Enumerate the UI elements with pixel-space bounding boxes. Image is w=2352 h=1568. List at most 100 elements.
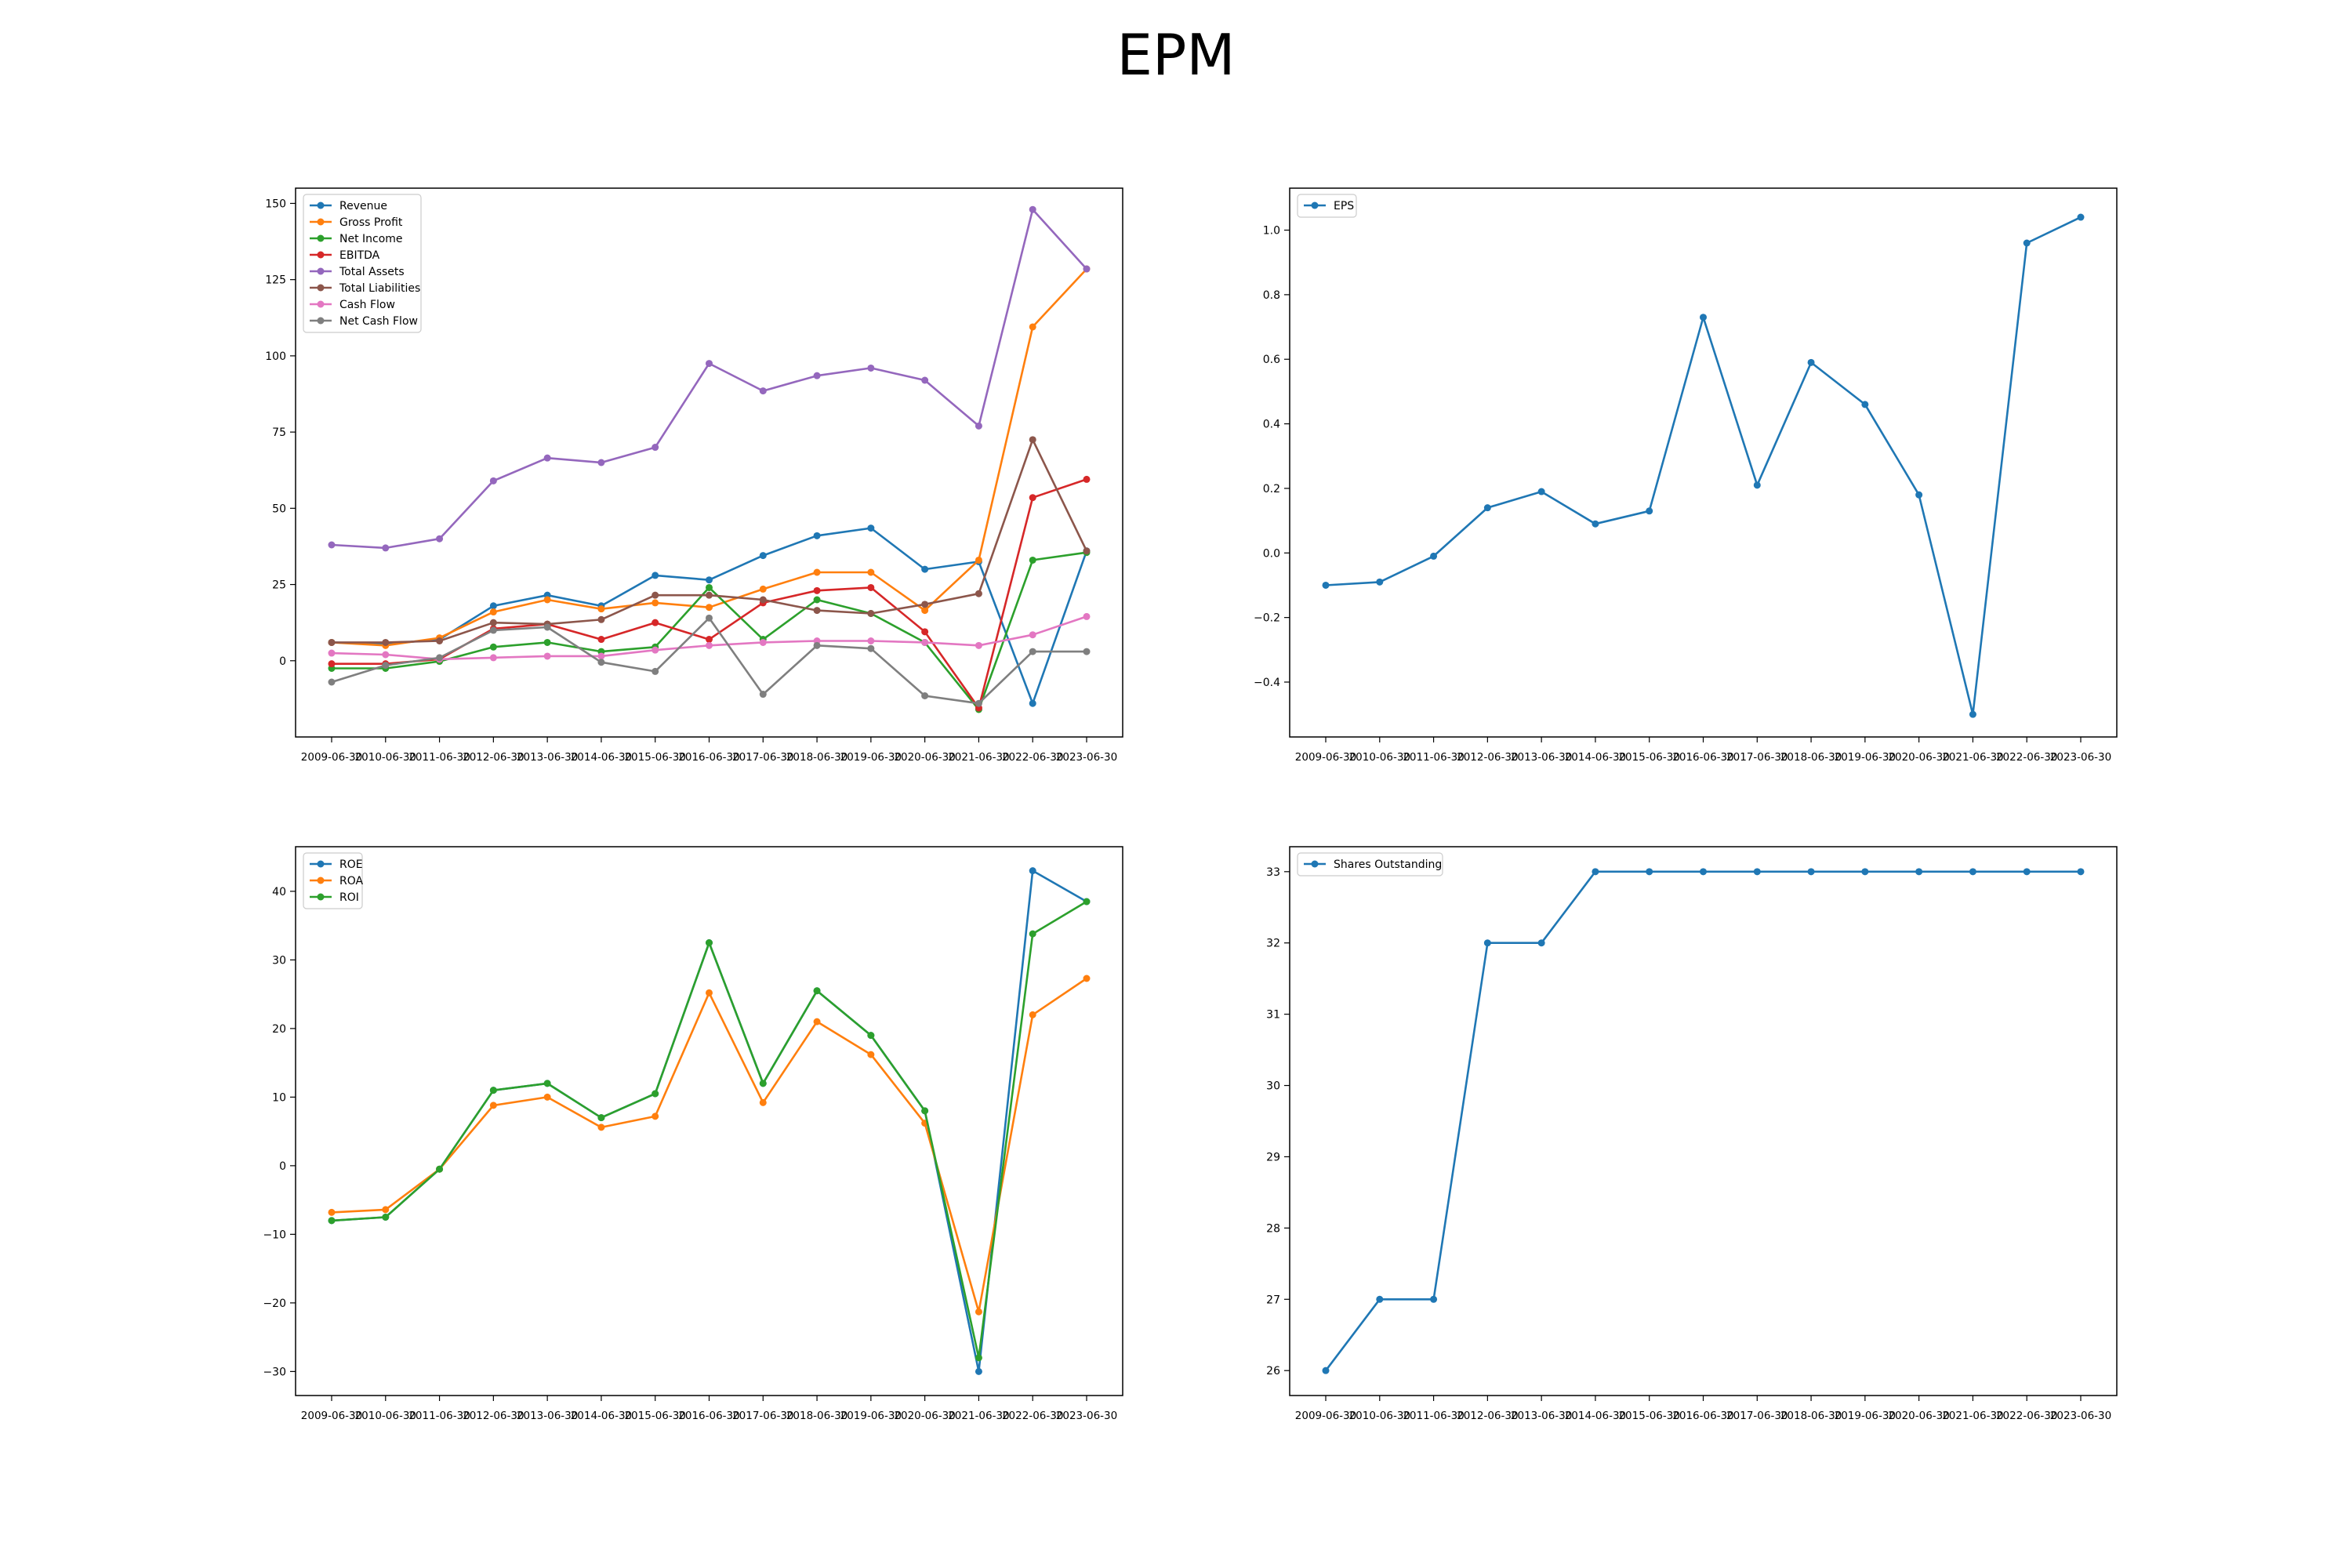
y-tick-label: 10 <box>272 1091 286 1104</box>
legend-label: EBITDA <box>339 249 380 262</box>
data-point <box>1753 868 1761 876</box>
x-tick-label: 2017-06-30 <box>1726 1410 1788 1422</box>
data-point <box>328 649 336 657</box>
data-point <box>867 637 875 644</box>
data-point <box>867 610 875 617</box>
legend-box <box>1297 852 1443 877</box>
legend-marker <box>317 201 325 209</box>
chart-shares-outstanding: 2009-06-302010-06-302011-06-302012-06-30… <box>1266 846 2118 1422</box>
y-tick-label: 75 <box>272 426 286 439</box>
data-point <box>1969 710 1976 718</box>
data-point <box>1537 939 1545 947</box>
y-tick-label: −0.2 <box>1254 612 1280 625</box>
data-point <box>921 692 929 699</box>
y-tick-label: 0.8 <box>1263 289 1280 302</box>
data-point <box>382 651 390 659</box>
data-point <box>328 660 336 668</box>
legend-marker <box>1311 860 1319 868</box>
data-point <box>706 360 713 368</box>
data-point <box>382 1214 390 1221</box>
y-tick-label: 30 <box>272 954 286 967</box>
x-tick-label: 2016-06-30 <box>1672 1410 1733 1422</box>
data-point <box>1753 481 1761 489</box>
x-tick-label: 2022-06-30 <box>1002 751 1063 764</box>
x-tick-label: 2021-06-30 <box>948 751 1009 764</box>
data-point <box>813 596 821 604</box>
x-tick-label: 2013-06-30 <box>517 1410 578 1422</box>
y-tick-label: 26 <box>1266 1365 1280 1377</box>
data-point <box>1083 648 1091 655</box>
x-tick-label: 2015-06-30 <box>624 1410 685 1422</box>
legend-marker <box>317 251 325 259</box>
x-tick-label: 2016-06-30 <box>678 1410 739 1422</box>
data-point <box>1483 504 1491 512</box>
data-point <box>1029 867 1036 875</box>
data-point <box>813 372 821 379</box>
chart-financials: 2009-06-302010-06-302011-06-302012-06-30… <box>265 187 1123 764</box>
legend-marker <box>317 218 325 226</box>
axes-frame <box>1289 846 2118 1396</box>
chart-eps: 2009-06-302010-06-302011-06-302012-06-30… <box>1254 187 2118 764</box>
data-point <box>597 605 605 613</box>
data-point <box>921 376 929 384</box>
data-point <box>1083 547 1091 555</box>
data-point <box>1646 507 1653 515</box>
x-tick-label: 2023-06-30 <box>2050 751 2111 764</box>
data-point <box>921 601 929 608</box>
y-tick-label: 100 <box>265 350 286 363</box>
legend-label: ROI <box>339 891 359 904</box>
x-tick-label: 2012-06-30 <box>1457 1410 1518 1422</box>
series-line <box>332 438 1088 644</box>
data-point <box>1376 1295 1384 1303</box>
x-tick-label: 2017-06-30 <box>732 751 793 764</box>
x-tick-label: 2012-06-30 <box>463 1410 524 1422</box>
data-point <box>652 599 659 607</box>
x-tick-label: 2009-06-30 <box>1295 1410 1356 1422</box>
page-title: EPM <box>1116 22 1236 88</box>
data-point <box>1029 930 1036 938</box>
data-point <box>975 556 982 564</box>
data-point <box>436 637 444 644</box>
y-tick-label: 29 <box>1266 1151 1280 1163</box>
data-point <box>543 1093 551 1101</box>
data-point <box>543 652 551 660</box>
x-tick-label: 2018-06-30 <box>1780 1410 1842 1422</box>
legend-label: ROE <box>339 858 363 871</box>
x-tick-label: 2022-06-30 <box>1996 1410 2057 1422</box>
data-point <box>813 1018 821 1025</box>
x-tick-label: 2010-06-30 <box>1349 751 1410 764</box>
data-point <box>813 641 821 649</box>
chart-returns: 2009-06-302010-06-302011-06-302012-06-30… <box>263 846 1123 1422</box>
data-point <box>813 568 821 576</box>
data-point <box>1807 358 1815 366</box>
data-point <box>1322 1367 1330 1374</box>
x-tick-label: 2019-06-30 <box>840 1410 902 1422</box>
x-tick-label: 2023-06-30 <box>1056 751 1117 764</box>
data-point <box>1646 868 1653 876</box>
data-point <box>867 364 875 372</box>
data-point <box>1376 578 1384 586</box>
data-point <box>1029 494 1036 502</box>
data-point <box>975 1354 982 1362</box>
data-point <box>436 535 444 543</box>
data-point <box>1083 898 1091 906</box>
legend-label: ROA <box>339 875 364 887</box>
y-tick-label: 33 <box>1266 866 1280 879</box>
data-point <box>921 607 929 615</box>
data-point <box>489 654 497 662</box>
data-point <box>1700 314 1707 321</box>
x-tick-label: 2020-06-30 <box>1888 1410 1949 1422</box>
data-point <box>975 1367 982 1375</box>
data-point <box>1083 265 1091 273</box>
legend-label: Revenue <box>339 200 387 212</box>
data-point <box>489 477 497 485</box>
data-point <box>1592 520 1599 528</box>
legend-marker <box>317 267 325 275</box>
x-tick-label: 2021-06-30 <box>1942 1410 2003 1422</box>
data-point <box>2077 213 2085 221</box>
y-tick-label: −10 <box>263 1229 286 1241</box>
x-tick-label: 2015-06-30 <box>624 751 685 764</box>
series-line <box>331 977 1087 1313</box>
legend-marker <box>317 877 325 884</box>
legend-marker <box>1311 201 1319 209</box>
